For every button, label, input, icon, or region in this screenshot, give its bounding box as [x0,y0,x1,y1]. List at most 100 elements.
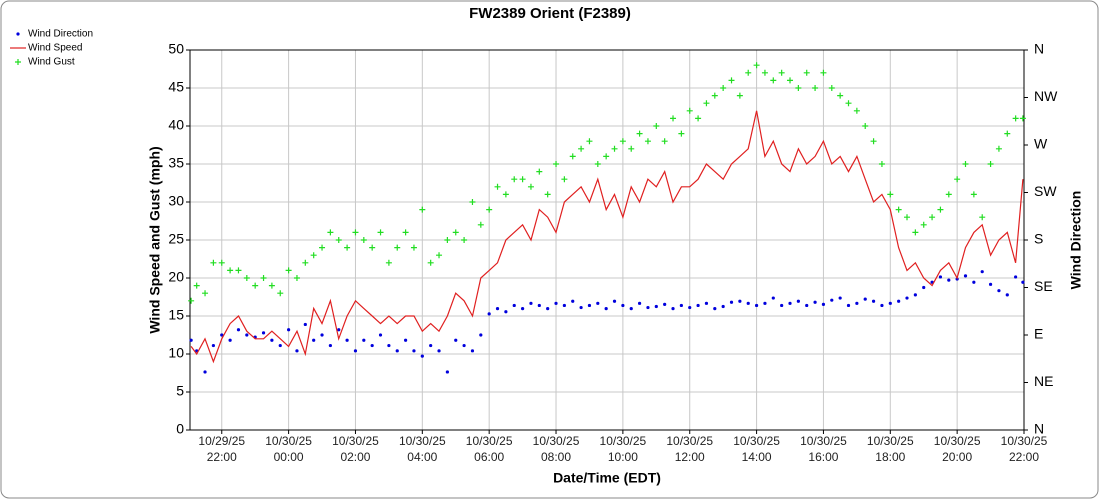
y-tick-label: 40 [168,117,184,133]
direction-point [913,293,917,297]
direction-point [537,303,541,308]
direction-point [287,328,291,332]
y-tick-label: 5 [176,383,184,399]
direction-point [646,305,650,310]
direction-point [203,370,207,374]
gust-point [619,138,626,145]
direction-point [938,275,943,279]
gust-point [335,237,342,243]
gust-point [820,69,827,76]
direction-point [679,303,683,308]
gust-point [494,183,501,190]
x-tick-label: 10/30/25 08:00 [532,434,580,464]
x-tick-label: 10/30/25 06:00 [465,434,513,464]
direction-point [596,301,600,305]
direction-point [270,338,274,342]
gust-point [686,107,693,114]
direction-point [479,333,483,337]
gust-point [878,161,885,167]
gust-point [912,229,919,236]
direction-point [504,310,508,314]
y2-tick-label: N [1034,421,1044,437]
gust-point [1019,115,1026,122]
gust-point [369,244,376,251]
direction-point [445,370,449,374]
gust-point [745,69,752,76]
gust-point [603,153,610,160]
gust-point [787,77,794,84]
gust-point [377,229,384,236]
direction-point [529,301,533,305]
gust-point [586,138,593,145]
gust-point [761,69,768,76]
gust-point [235,267,242,274]
direction-point [746,301,750,305]
gust-point [402,229,409,236]
gust-point [628,145,635,152]
direction-point [888,301,892,305]
direction-point [454,338,458,342]
direction-point [495,307,500,311]
direction-point [629,307,633,311]
direction-point [880,303,884,308]
direction-point [462,343,466,348]
gust-point [594,161,601,167]
gust-point [862,123,869,129]
direction-point [663,302,667,306]
plot-border [189,49,1025,431]
direction-point [963,274,968,278]
direction-point [980,270,984,274]
direction-point [320,333,324,337]
direction-point [688,305,692,310]
direction-point [972,280,976,284]
gust-point [979,214,986,221]
gust-point [519,176,526,183]
y-tick-label: 0 [176,421,184,437]
gust-point [277,290,284,297]
gust-point [218,259,225,266]
direction-point [863,297,867,301]
direction-point [587,303,592,308]
direction-point [1014,275,1018,279]
gust-point [678,130,685,137]
y-tick-label: 20 [168,269,184,285]
direction-point [1021,280,1025,284]
legend-label: Wind Speed [28,43,82,54]
y2-tick-label: W [1034,136,1048,152]
y2-tick-label: NE [1034,373,1053,389]
gust-point [486,206,493,213]
gust-point [327,229,334,236]
legend-marker [16,32,20,36]
gust-point [511,176,518,183]
direction-point [1005,293,1009,297]
direction-point [696,303,700,308]
x-tick-label: 10/30/25 00:00 [265,434,312,464]
direction-point [997,289,1001,293]
y2-tick-label: SE [1034,278,1053,294]
direction-point [362,338,366,342]
direction-point [412,349,416,353]
direction-point [261,331,266,335]
direction-point [771,296,775,300]
direction-point [353,349,358,353]
x-tick-label: 10/30/25 18:00 [866,434,914,464]
legend-label: Wind Gust [28,57,75,68]
direction-point [312,338,316,342]
direction-point [612,299,617,303]
direction-point [546,307,550,311]
direction-point [303,322,307,327]
direction-point [855,301,859,305]
gust-point [436,252,443,259]
x-tick-label: 10/30/25 12:00 [666,434,714,464]
gust-point [268,282,275,289]
direction-point [813,300,817,304]
gust-point [227,267,234,274]
direction-point [621,303,625,308]
direction-point [637,301,642,305]
gust-point [887,191,894,198]
gust-point [360,237,367,243]
gust-point [193,282,200,289]
y-tick-label: 45 [168,79,184,95]
gust-point [644,138,651,145]
